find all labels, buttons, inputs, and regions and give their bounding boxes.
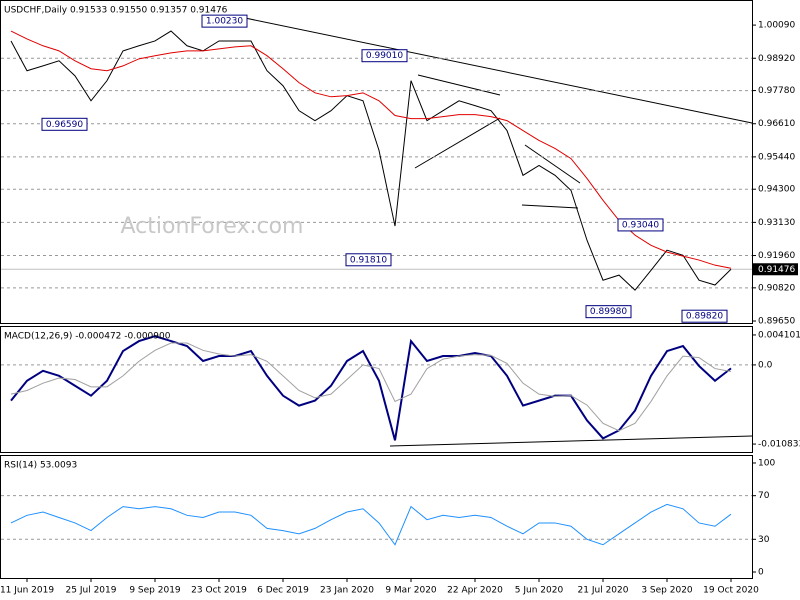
macd-panel	[0, 326, 753, 453]
x-tick-label: 6 Dec 2019	[257, 586, 309, 596]
annotation-label: 0.89820	[686, 312, 723, 322]
series-line	[10, 30, 732, 269]
annotation-box	[345, 253, 392, 267]
y-tick-label: 0.93130	[758, 218, 795, 228]
y-tick-label: 0.98920	[758, 54, 795, 64]
last-price-label: 0.91476	[758, 265, 795, 275]
price-panel	[0, 0, 753, 324]
annotation-label: 0.96590	[46, 120, 83, 130]
y-tick-label: 70	[758, 491, 770, 501]
annotation-box	[41, 117, 88, 131]
y-tick-label: 0	[758, 568, 764, 578]
y-tick-label: 0.90820	[758, 283, 795, 293]
y-tick-label: 1.00090	[758, 21, 795, 31]
y-tick-label: 0.97780	[758, 86, 795, 96]
x-tick-label: 22 Apr 2020	[447, 586, 503, 596]
series-line	[10, 335, 732, 441]
x-tick-label: 23 Jan 2020	[320, 586, 374, 596]
x-tick-label: 25 Jul 2019	[66, 586, 117, 596]
y-tick-label: -0.010833	[758, 440, 800, 450]
x-tick-label: 21 Jul 2020	[578, 586, 629, 596]
x-tick-label: 3 Sep 2020	[641, 586, 693, 596]
y-tick-label: 0.0	[758, 360, 773, 370]
panel-title: RSI(14) 53.0093	[4, 461, 77, 471]
y-tick-label: 30	[758, 535, 770, 545]
annotation-box	[585, 305, 632, 319]
trend-line	[244, 17, 753, 124]
rsi-panel	[0, 455, 753, 579]
last-price-box	[752, 263, 798, 276]
panel-title: USDCHF,Daily 0.91533 0.91550 0.91357 0.9…	[4, 6, 228, 16]
annotation-box	[617, 218, 664, 232]
x-tick-label: 23 Oct 2019	[191, 586, 247, 596]
annotation-box	[201, 14, 248, 28]
y-tick-label: 0.95440	[758, 152, 795, 162]
series-line	[10, 30, 732, 291]
annotation-label: 0.91810	[350, 255, 387, 265]
annotation-box	[361, 49, 408, 63]
x-tick-label: 11 Jun 2019	[0, 586, 54, 596]
series-line	[10, 342, 732, 432]
panel-title: MACD(12,26,9) -0.000472 -0.000900	[4, 332, 171, 342]
y-tick-label: 0.94300	[758, 185, 795, 195]
y-tick-label: 0.004101	[758, 330, 800, 340]
y-tick-label: 100	[758, 458, 775, 468]
trend-line	[417, 74, 501, 96]
trend-line	[521, 204, 579, 209]
y-tick-label: 0.96610	[758, 119, 795, 129]
trend-line	[524, 144, 581, 184]
trend-line	[389, 435, 753, 447]
annotation-label: 0.93040	[622, 220, 659, 230]
y-tick-label: 0.91960	[758, 251, 795, 261]
x-tick-label: 5 Jun 2020	[515, 586, 564, 596]
trend-line	[414, 117, 501, 169]
watermark: ActionForex.com	[121, 214, 304, 239]
annotation-label: 1.00230	[206, 17, 243, 27]
y-tick-label: 0.89650	[758, 317, 795, 327]
series-line	[10, 503, 732, 546]
annotation-box	[681, 309, 728, 323]
x-tick-label: 9 Mar 2020	[385, 586, 437, 596]
x-tick-label: 19 Oct 2020	[703, 586, 759, 596]
x-tick-label: 9 Sep 2019	[129, 586, 181, 596]
annotation-label: 0.99010	[366, 51, 403, 61]
annotation-label: 0.89980	[590, 307, 627, 317]
